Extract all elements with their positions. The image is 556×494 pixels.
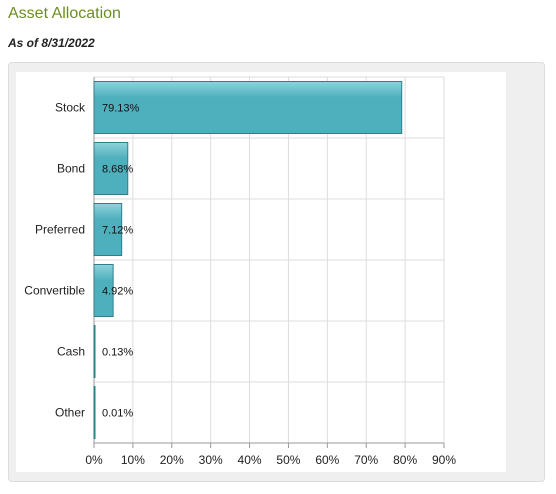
x-tick-label-3: 30% [199, 453, 223, 467]
x-tick-label-1: 10% [121, 453, 145, 467]
bar-preferred [93, 203, 123, 256]
asset-allocation-chart: 79.13% 8.68% 7.12% 4.92% 0.13% 0.01% Stock Bon… [16, 72, 506, 472]
bar-other [93, 386, 96, 439]
as-of-date: As of 8/31/2022 [8, 36, 95, 50]
x-tick-label-4: 40% [238, 453, 262, 467]
bars [93, 81, 403, 439]
category-labels: Stock Bond Preferred Convertible Cash Other [24, 101, 86, 420]
x-tick-label-2: 20% [160, 453, 184, 467]
x-tick-label-5: 50% [276, 453, 300, 467]
grid-lines [93, 76, 445, 444]
category-label-cash: Cash [57, 345, 85, 359]
bar-cash [93, 325, 96, 378]
page-title: Asset Allocation [8, 5, 121, 22]
x-axis-ticks: 0% 10% 20% 30% 40% 50% 60% 70% 80% 90% [85, 443, 456, 467]
data-label-preferred: 7.12% [102, 225, 133, 237]
bar-stock [93, 81, 403, 134]
data-labels: 79.13% 8.68% 7.12% 4.92% 0.13% 0.01% [102, 103, 140, 420]
data-label-stock: 79.13% [102, 103, 140, 115]
data-label-convertible: 4.92% [102, 286, 133, 298]
x-tick-label-8: 80% [393, 453, 417, 467]
x-tick-label-9: 90% [432, 453, 456, 467]
data-label-bond: 8.68% [102, 164, 133, 176]
category-label-bond: Bond [57, 162, 85, 176]
data-label-other: 0.01% [102, 408, 133, 420]
x-tick-label-7: 70% [354, 453, 378, 467]
data-label-cash: 0.13% [102, 347, 133, 359]
bar-convertible [93, 264, 114, 317]
bar-bond [93, 142, 129, 195]
x-tick-label-0: 0% [85, 453, 103, 467]
category-label-other: Other [55, 406, 85, 420]
category-label-convertible: Convertible [24, 284, 85, 298]
category-label-stock: Stock [55, 101, 86, 115]
category-label-preferred: Preferred [35, 223, 85, 237]
x-tick-label-6: 60% [315, 453, 339, 467]
